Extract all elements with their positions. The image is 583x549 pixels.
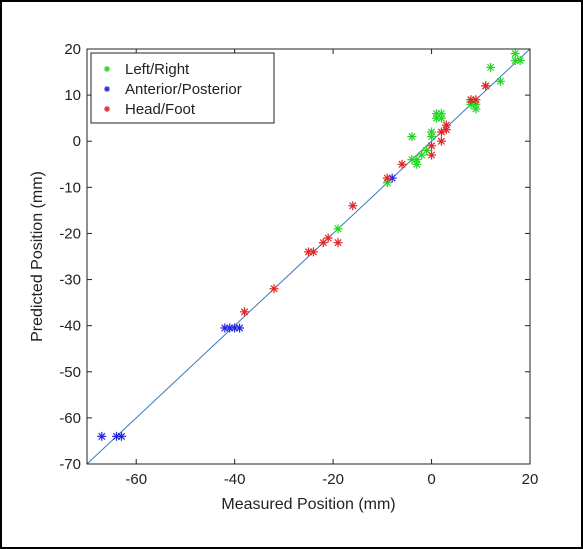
data-point <box>333 224 343 234</box>
y-tick-label: 20 <box>64 41 81 58</box>
y-tick-label: -30 <box>59 272 81 289</box>
legend-item: Left/Right <box>104 61 190 78</box>
axes-layer: -60 -40 -20 0 20 20 10 0 -10 -20 -30 -40 -50 -60 -70 <box>59 41 538 488</box>
x-tick-label: -60 <box>125 471 147 488</box>
data-point <box>318 238 328 248</box>
scatter-chart: -60 -40 -20 0 20 20 10 0 -10 -20 -30 -40 -50 -60 -70 L… <box>29 41 538 513</box>
data-point <box>427 141 437 151</box>
data-point <box>333 238 343 248</box>
data-point <box>515 56 525 66</box>
legend-item: Head/Foot <box>104 101 196 118</box>
series-layer <box>97 49 525 441</box>
data-point <box>269 284 279 294</box>
data-point <box>407 132 417 142</box>
data-point <box>116 431 126 441</box>
data-point <box>481 81 491 91</box>
data-point <box>235 323 245 333</box>
y-tick-label: -70 <box>59 456 81 473</box>
data-point <box>407 155 417 165</box>
data-point <box>486 62 496 72</box>
data-point <box>436 136 446 146</box>
y-tick-label: -40 <box>59 318 81 335</box>
data-point <box>471 104 481 114</box>
legend-item: Anterior/Posterior <box>104 81 242 98</box>
x-tick-label: 20 <box>522 471 539 488</box>
data-point <box>348 201 358 211</box>
series-left-right <box>333 49 525 234</box>
y-axis-label: Predicted Position (mm) <box>29 171 46 342</box>
axes-box <box>86 48 531 465</box>
y-tick-label: -20 <box>59 225 81 242</box>
data-point <box>466 95 476 105</box>
y-tick-label: -50 <box>59 364 81 381</box>
data-point <box>427 132 437 142</box>
data-point <box>323 233 333 243</box>
data-point <box>97 431 107 441</box>
data-point <box>382 173 392 183</box>
x-axis-label: Measured Position (mm) <box>221 496 395 513</box>
data-point <box>240 307 250 317</box>
x-tick-label: -20 <box>322 471 344 488</box>
legend-marker-asterisk-icon <box>104 66 110 72</box>
data-point <box>304 247 313 257</box>
legend-label: Left/Right <box>125 61 190 78</box>
y-tick-label: 10 <box>64 87 81 104</box>
x-tick-label: 0 <box>427 471 435 488</box>
series-head-foot <box>240 81 491 317</box>
legend-marker-asterisk-icon <box>104 106 110 112</box>
y-tick-label: -10 <box>59 179 81 196</box>
data-point <box>495 76 505 86</box>
legend-box <box>90 52 275 124</box>
identity-line <box>86 48 531 465</box>
y-tick-label: -60 <box>59 410 81 427</box>
data-point <box>436 113 446 123</box>
x-tick-label: -40 <box>224 471 246 488</box>
legend-marker-asterisk-icon <box>104 86 110 92</box>
y-tick-label: 0 <box>73 133 81 150</box>
legend-label: Head/Foot <box>125 101 196 118</box>
data-point <box>436 127 446 137</box>
data-point <box>397 159 407 169</box>
legend: Left/Right Anterior/Posterior Head/Foot <box>90 52 275 124</box>
data-point <box>427 150 437 160</box>
legend-label: Anterior/Posterior <box>125 81 242 98</box>
